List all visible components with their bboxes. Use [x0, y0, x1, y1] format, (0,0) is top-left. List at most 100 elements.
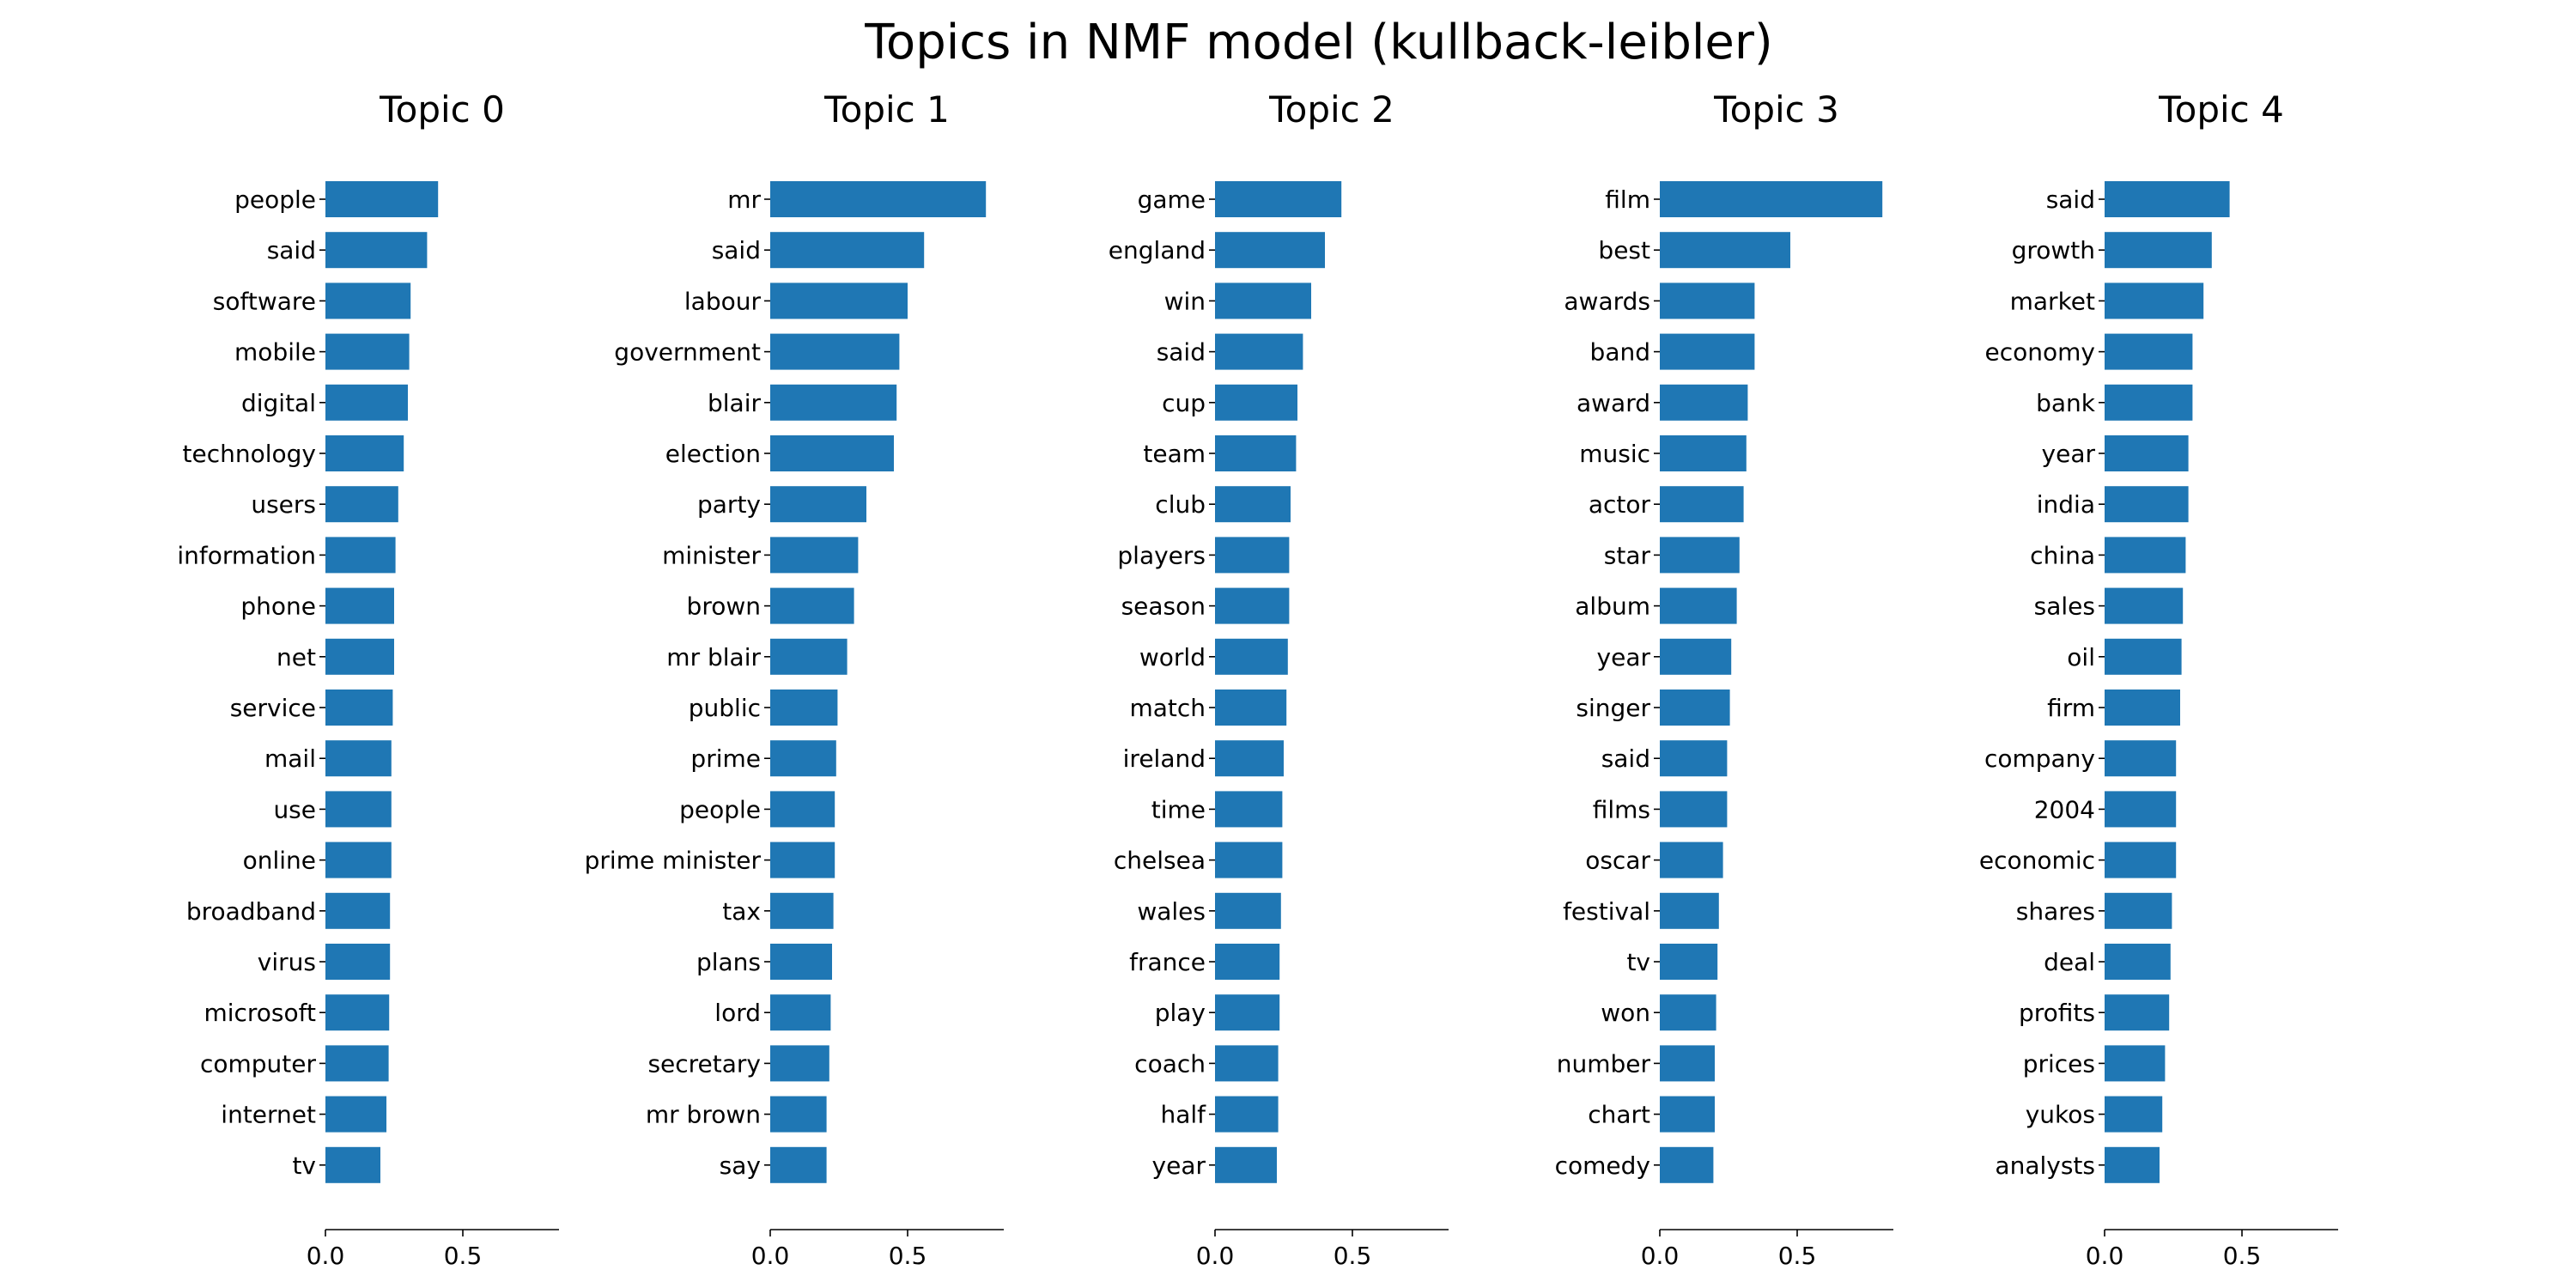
y-tick-label: 2004 — [2034, 795, 2095, 823]
bar-say — [770, 1146, 827, 1183]
bar-music — [1660, 435, 1747, 471]
y-tick-label: oil — [2067, 643, 2095, 671]
bar-actor — [1660, 486, 1744, 523]
y-tick-label: information — [177, 541, 316, 569]
y-tick-label: world — [1139, 643, 1206, 671]
bar-oscar — [1660, 841, 1723, 878]
y-tick-label: firm — [2047, 694, 2095, 722]
y-tick-label: said — [1157, 338, 1206, 367]
x-tick-label: 0.5 — [1778, 1242, 1817, 1270]
y-tick-label: use — [273, 795, 316, 823]
y-tick-label: economic — [1979, 847, 2095, 875]
bar-album — [1660, 587, 1737, 624]
y-tick-label: mr — [727, 185, 761, 214]
bar-time — [1215, 791, 1283, 828]
y-tick-label: album — [1575, 592, 1650, 621]
y-tick-label: time — [1151, 795, 1206, 823]
y-tick-label: people — [234, 185, 316, 214]
y-tick-label: online — [243, 847, 316, 875]
y-tick-label: music — [1579, 440, 1650, 468]
bar-computer — [325, 1045, 389, 1082]
y-tick-label: virus — [258, 948, 316, 976]
y-tick-label: tax — [722, 897, 761, 926]
bar-club — [1215, 486, 1291, 523]
bar-china — [2105, 537, 2186, 574]
y-tick-label: said — [1601, 744, 1650, 773]
bar-secretary — [770, 1045, 829, 1082]
y-tick-label: service — [230, 694, 316, 722]
bar-films — [1660, 791, 1728, 828]
y-tick-label: oscar — [1585, 847, 1650, 875]
bar-2004 — [2105, 791, 2177, 828]
y-tick-label: award — [1577, 389, 1650, 417]
y-tick-label: company — [1984, 744, 2095, 773]
y-tick-label: actor — [1589, 490, 1651, 519]
y-tick-label: films — [1593, 795, 1650, 823]
y-tick-label: people — [679, 795, 761, 823]
y-tick-label: analysts — [1995, 1151, 2095, 1180]
bar-game — [1215, 181, 1342, 217]
y-tick-label: minister — [662, 541, 761, 569]
bar-chart — [1660, 1096, 1715, 1133]
y-tick-label: half — [1160, 1101, 1206, 1129]
panel-title: Topic 2 — [1268, 88, 1394, 131]
y-tick-label: said — [2046, 185, 2095, 214]
y-tick-label: broadband — [186, 897, 316, 926]
bar-economy — [2105, 333, 2193, 370]
x-tick-label: 0.0 — [307, 1242, 345, 1270]
topic-panel-4: Topic 4 said growth market economy bank year in… — [1979, 88, 2338, 1270]
y-tick-label: band — [1590, 338, 1650, 367]
bar-bank — [2105, 384, 2193, 421]
y-tick-label: users — [251, 490, 316, 519]
y-tick-label: chelsea — [1114, 847, 1206, 875]
y-tick-label: government — [614, 338, 761, 367]
y-tick-label: secretary — [647, 1049, 761, 1078]
topic-panel-3: Topic 3 film best awards band award music actor… — [1555, 88, 1893, 1270]
x-tick-label: 0.5 — [1334, 1242, 1372, 1270]
y-tick-label: year — [1152, 1151, 1206, 1180]
y-tick-label: win — [1164, 287, 1206, 315]
bar-wales — [1215, 892, 1281, 929]
bar-band — [1660, 333, 1755, 370]
y-tick-label: economy — [1985, 338, 2095, 367]
y-tick-label: france — [1129, 948, 1206, 976]
y-tick-label: said — [712, 236, 761, 264]
bar-lord — [770, 994, 831, 1031]
bar-india — [2105, 486, 2189, 523]
y-tick-label: club — [1155, 490, 1206, 519]
bar-ireland — [1215, 740, 1284, 777]
bar-party — [770, 486, 866, 523]
y-tick-label: phone — [240, 592, 316, 621]
bar-users — [325, 486, 398, 523]
bar-government — [770, 333, 900, 370]
bar-plans — [770, 944, 832, 980]
y-tick-label: public — [689, 694, 761, 722]
bar-year — [1215, 1146, 1277, 1183]
y-tick-label: season — [1121, 592, 1206, 621]
bar-online — [325, 841, 392, 878]
panel-title: Topic 3 — [1713, 88, 1839, 131]
x-tick-label: 0.0 — [1196, 1242, 1235, 1270]
bar-england — [1215, 232, 1325, 269]
bar-economic — [2105, 841, 2177, 878]
bar-use — [325, 791, 392, 828]
y-tick-label: market — [2010, 287, 2095, 315]
y-tick-label: profits — [2019, 999, 2095, 1027]
y-tick-label: labour — [684, 287, 762, 315]
bar-mobile — [325, 333, 410, 370]
bar-tv — [1660, 944, 1718, 980]
topic-panel-1: Topic 1 mr said labour government blair electi… — [585, 88, 1004, 1270]
bar-awards — [1660, 283, 1755, 319]
y-tick-label: team — [1143, 440, 1206, 468]
bar-star — [1660, 537, 1740, 574]
bar-world — [1215, 638, 1288, 675]
x-tick-label: 0.5 — [2223, 1242, 2262, 1270]
y-tick-label: game — [1138, 185, 1206, 214]
y-tick-label: best — [1598, 236, 1650, 264]
bar-public — [770, 690, 838, 726]
y-tick-label: net — [276, 643, 316, 671]
bar-cup — [1215, 384, 1297, 421]
y-tick-label: internet — [221, 1101, 316, 1129]
bar-win — [1215, 283, 1311, 319]
